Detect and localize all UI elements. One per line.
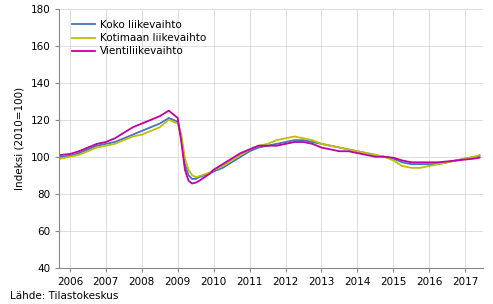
Kotimaan liikevaihto bbox=[166, 118, 172, 122]
Koko liikevaihto bbox=[390, 157, 396, 161]
Kotimaan liikevaihto bbox=[390, 159, 396, 162]
Kotimaan liikevaihto bbox=[477, 153, 483, 157]
Kotimaan liikevaihto bbox=[327, 144, 333, 147]
Vientiliikevaihto bbox=[390, 156, 396, 160]
Vientiliikevaihto bbox=[58, 153, 64, 157]
Koko liikevaihto bbox=[182, 162, 188, 166]
Vientiliikevaihto bbox=[336, 150, 342, 153]
Line: Vientiliikevaihto: Vientiliikevaihto bbox=[61, 111, 480, 184]
Kotimaan liikevaihto bbox=[310, 138, 316, 142]
Koko liikevaihto bbox=[327, 144, 333, 147]
Kotimaan liikevaihto bbox=[182, 157, 188, 161]
Kotimaan liikevaihto bbox=[58, 157, 64, 161]
Line: Koko liikevaihto: Koko liikevaihto bbox=[61, 118, 480, 179]
Koko liikevaihto bbox=[58, 155, 64, 159]
Vientiliikevaihto bbox=[301, 140, 307, 144]
Vientiliikevaihto bbox=[189, 182, 195, 185]
Koko liikevaihto bbox=[477, 154, 483, 158]
Kotimaan liikevaihto bbox=[336, 146, 342, 149]
Text: Lähde: Tilastokeskus: Lähde: Tilastokeskus bbox=[10, 291, 118, 301]
Koko liikevaihto bbox=[310, 140, 316, 144]
Vientiliikevaihto bbox=[327, 147, 333, 151]
Legend: Koko liikevaihto, Kotimaan liikevaihto, Vientiliikevaihto: Koko liikevaihto, Kotimaan liikevaihto, … bbox=[69, 17, 209, 59]
Vientiliikevaihto bbox=[310, 142, 316, 146]
Koko liikevaihto bbox=[189, 177, 195, 181]
Vientiliikevaihto bbox=[182, 168, 188, 171]
Vientiliikevaihto bbox=[477, 156, 483, 160]
Kotimaan liikevaihto bbox=[193, 175, 199, 179]
Koko liikevaihto bbox=[301, 138, 307, 142]
Kotimaan liikevaihto bbox=[301, 136, 307, 140]
Y-axis label: Indeksi (2010=100): Indeksi (2010=100) bbox=[15, 87, 25, 190]
Koko liikevaihto bbox=[166, 116, 172, 120]
Line: Kotimaan liikevaihto: Kotimaan liikevaihto bbox=[61, 120, 480, 177]
Koko liikevaihto bbox=[336, 146, 342, 149]
Vientiliikevaihto bbox=[166, 109, 172, 112]
